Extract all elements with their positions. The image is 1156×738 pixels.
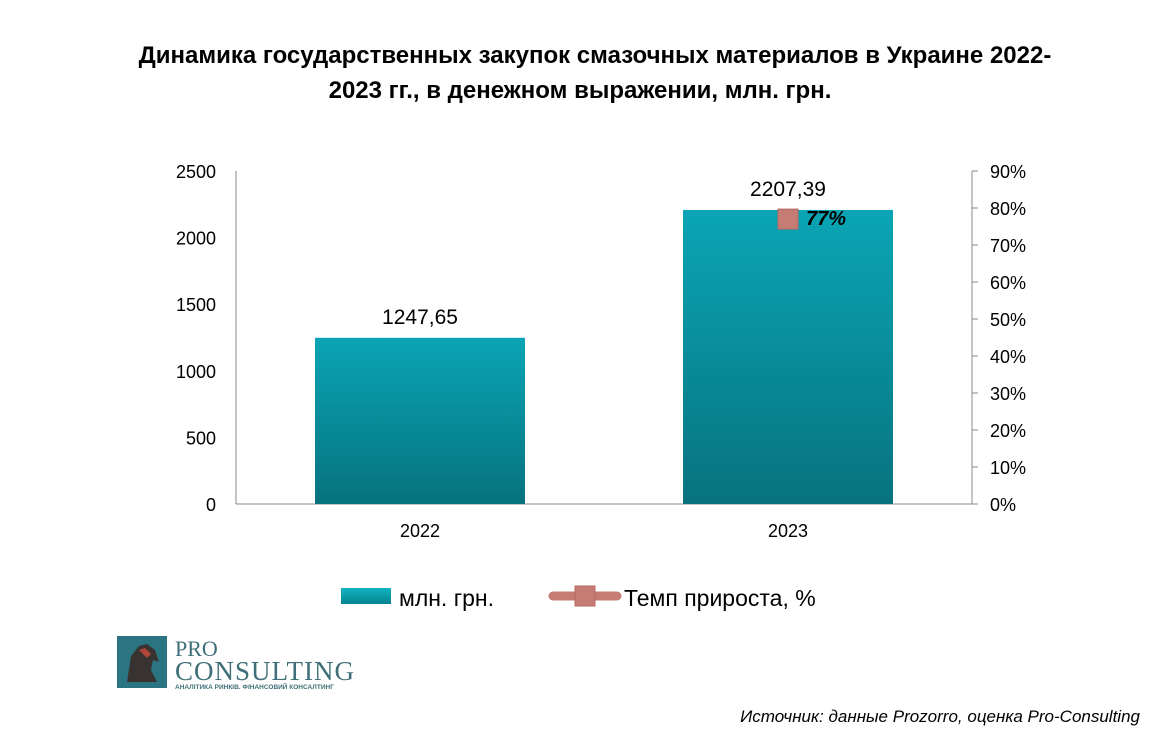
- y-right-tick-label: 90%: [990, 162, 1026, 182]
- legend-swatch-marker: [574, 585, 596, 607]
- legend-label-bars: млн. грн.: [399, 585, 494, 611]
- y-left-tick-label: 2000: [176, 229, 216, 249]
- y-left-tick-label: 2500: [176, 162, 216, 182]
- legend-swatch-bars: [341, 588, 391, 604]
- pro-consulting-logo: PRO CONSULTING АНАЛІТИКА РИНКІВ. ФІНАНСО…: [117, 636, 357, 692]
- source-note: Источник: данные Prozorro, оценка Pro-Co…: [740, 707, 1140, 726]
- chart-title-line-2: 2023 гг., в денежном выражении, млн. грн…: [328, 77, 832, 104]
- bar-data-label: 2207,39: [750, 178, 826, 201]
- logo-text-pro: PRO: [175, 636, 218, 661]
- y-right-tick-label: 40%: [990, 347, 1026, 367]
- y-left-tick-label: 1500: [176, 295, 216, 315]
- y-right-tick-label: 60%: [990, 273, 1026, 293]
- chart-title: Динамика государственных закупок смазочн…: [30, 38, 1156, 108]
- horse-head-icon: [127, 644, 159, 682]
- y-left-tick-label: 1000: [176, 362, 216, 382]
- y-right-tick-label: 70%: [990, 236, 1026, 256]
- y-right-tick-label: 50%: [990, 310, 1026, 330]
- y-right-tick-label: 0%: [990, 495, 1016, 515]
- y-right-tick-label: 30%: [990, 384, 1026, 404]
- bar: [683, 209, 893, 504]
- x-tick-label: 2022: [400, 521, 440, 541]
- legend-label-growth: Темп прироста, %: [624, 585, 816, 611]
- y-right-tick-label: 80%: [990, 199, 1026, 219]
- y-right-tick-label: 10%: [990, 458, 1026, 478]
- logo-tagline: АНАЛІТИКА РИНКІВ. ФІНАНСОВИЙ КОНСАЛТИНГ: [175, 682, 334, 691]
- y-right-tick-label: 20%: [990, 421, 1026, 441]
- y-left-tick-label: 500: [186, 428, 216, 448]
- chart-title-line-1: Динамика государственных закупок смазочн…: [138, 42, 1052, 69]
- growth-rate-label: 77%: [806, 208, 846, 230]
- bar: [315, 337, 525, 504]
- growth-rate-marker: [777, 208, 799, 230]
- y-left-tick-label: 0: [206, 495, 216, 515]
- x-tick-label: 2023: [768, 521, 808, 541]
- logo-text-consulting: CONSULTING: [175, 656, 355, 686]
- bar-data-label: 1247,65: [382, 306, 458, 329]
- logo-accent: [139, 648, 151, 658]
